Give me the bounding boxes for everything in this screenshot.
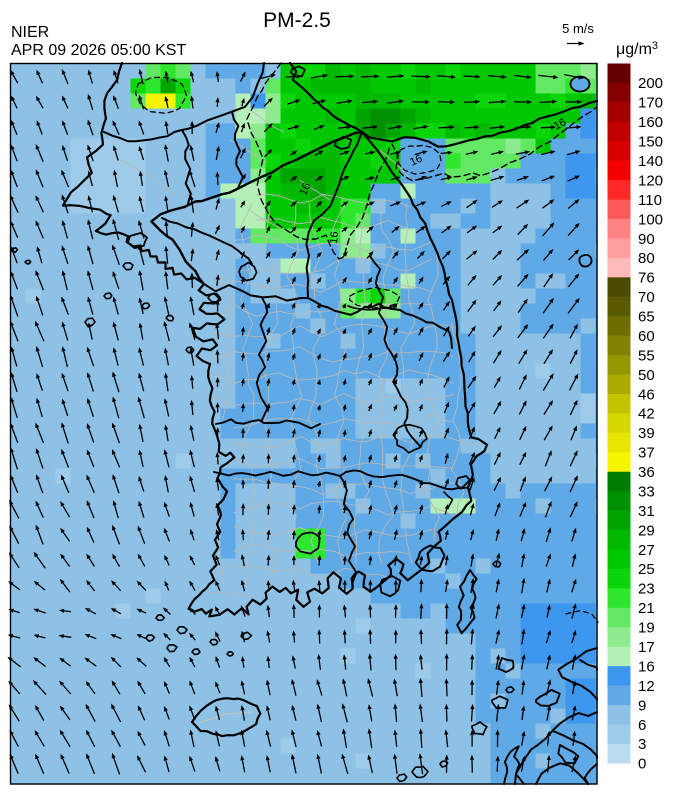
svg-text:17: 17 [638, 639, 655, 656]
svg-text:80: 80 [638, 250, 655, 267]
svg-text:19: 19 [638, 620, 655, 637]
svg-text:29: 29 [638, 522, 655, 539]
svg-text:9: 9 [638, 697, 646, 714]
svg-text:120: 120 [638, 172, 663, 189]
svg-text:21: 21 [638, 600, 655, 617]
svg-text:50: 50 [638, 367, 655, 384]
svg-text:140: 140 [638, 153, 663, 170]
svg-text:3: 3 [638, 736, 646, 753]
svg-text:100: 100 [638, 211, 663, 228]
svg-text:65: 65 [638, 309, 655, 326]
svg-text:31: 31 [638, 503, 655, 520]
svg-text:160: 160 [638, 114, 663, 131]
svg-text:33: 33 [638, 483, 655, 500]
svg-text:39: 39 [638, 425, 655, 442]
svg-text:16: 16 [408, 153, 424, 169]
svg-text:76: 76 [638, 270, 655, 287]
svg-text:55: 55 [638, 347, 655, 364]
svg-text:16: 16 [298, 181, 314, 197]
svg-text:60: 60 [638, 328, 655, 345]
svg-text:16: 16 [552, 116, 568, 132]
svg-text:36: 36 [638, 464, 655, 481]
svg-text:70: 70 [638, 289, 655, 306]
svg-text:200: 200 [638, 75, 663, 92]
svg-text:110: 110 [638, 192, 662, 209]
svg-text:27: 27 [638, 542, 655, 559]
svg-text:37: 37 [638, 445, 655, 462]
svg-text:23: 23 [638, 581, 655, 598]
svg-text:16: 16 [638, 658, 655, 675]
svg-text:6: 6 [638, 717, 646, 734]
svg-text:42: 42 [638, 406, 655, 423]
svg-text:25: 25 [638, 561, 655, 578]
svg-text:46: 46 [638, 386, 655, 403]
svg-text:16: 16 [328, 231, 341, 244]
svg-text:0: 0 [638, 756, 646, 773]
svg-text:170: 170 [638, 95, 663, 112]
svg-text:12: 12 [638, 678, 655, 695]
svg-text:150: 150 [638, 134, 663, 151]
svg-text:90: 90 [638, 231, 655, 248]
